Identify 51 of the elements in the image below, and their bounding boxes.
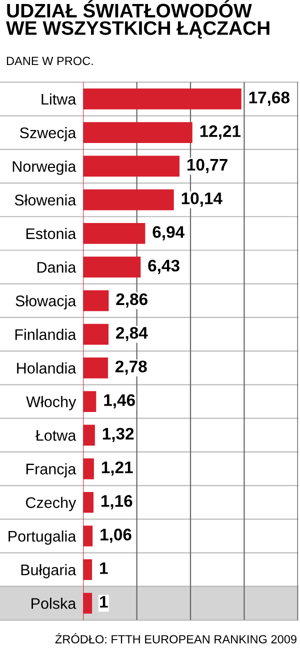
bar <box>83 492 94 513</box>
data-label: 2,84 <box>116 326 148 342</box>
bar <box>83 458 94 480</box>
bar <box>83 324 109 345</box>
data-label: 2,86 <box>116 293 148 308</box>
bar <box>83 592 92 614</box>
data-label: 1,21 <box>102 461 133 476</box>
data-label: 6,94 <box>152 226 185 240</box>
data-label: 17,68 <box>249 92 290 106</box>
bar <box>83 526 93 546</box>
bar <box>83 391 96 412</box>
data-label: 1,06 <box>100 528 132 543</box>
y-tick-label: Szwecja <box>20 127 76 142</box>
bar <box>83 122 192 143</box>
y-tick-label: Holandia <box>17 362 76 374</box>
y-tick-label: Łotwa <box>36 430 76 441</box>
y-tick-label: Finlandia <box>15 328 76 340</box>
y-tick-label: Estonia <box>26 228 76 240</box>
data-label: 1,16 <box>101 495 132 510</box>
chart-title: UDZIAŁ ŚWIATŁOWODÓW WE WSZYSTKICH ŁĄCZACH <box>6 0 270 39</box>
text: ŹRÓDŁO: FTTH EUROPEAN RANKING 2009 <box>55 633 296 644</box>
bar <box>83 223 146 244</box>
data-label: 1 <box>100 562 108 574</box>
y-tick-label: Czechy <box>26 496 76 512</box>
data-label: 1,32 <box>102 428 134 442</box>
bar <box>83 290 109 312</box>
data-label: 1,46 <box>104 394 135 408</box>
bar <box>83 156 180 177</box>
y-tick-label: Polska <box>32 598 76 609</box>
y-tick-label: Bułgaria <box>21 564 76 578</box>
y-tick-label: Słowacja <box>16 295 76 310</box>
bar <box>83 559 92 580</box>
y-tick-label: Portugalia <box>8 530 76 545</box>
y-tick-label: Słowenia <box>14 194 76 206</box>
y-tick-label: Dania <box>37 262 76 273</box>
y-tick-label: Francja <box>26 463 76 478</box>
bar <box>83 256 141 278</box>
y-tick-label: Litwa <box>42 93 76 105</box>
data-label: 2,78 <box>116 360 147 375</box>
bar <box>83 424 95 446</box>
chart-subtitle: DANE W PROC. <box>6 56 93 66</box>
data-label: 10,77 <box>187 158 228 174</box>
data-label: 6,43 <box>148 260 180 274</box>
y-tick-label: Norwegia <box>12 160 76 175</box>
y-tick-label: Włochy <box>26 396 76 410</box>
bar <box>83 357 108 378</box>
bar <box>83 88 242 110</box>
data-label: 1 <box>100 596 108 608</box>
data-label: 10,14 <box>182 192 222 207</box>
bar <box>83 189 174 210</box>
data-label: 12,21 <box>200 125 241 140</box>
